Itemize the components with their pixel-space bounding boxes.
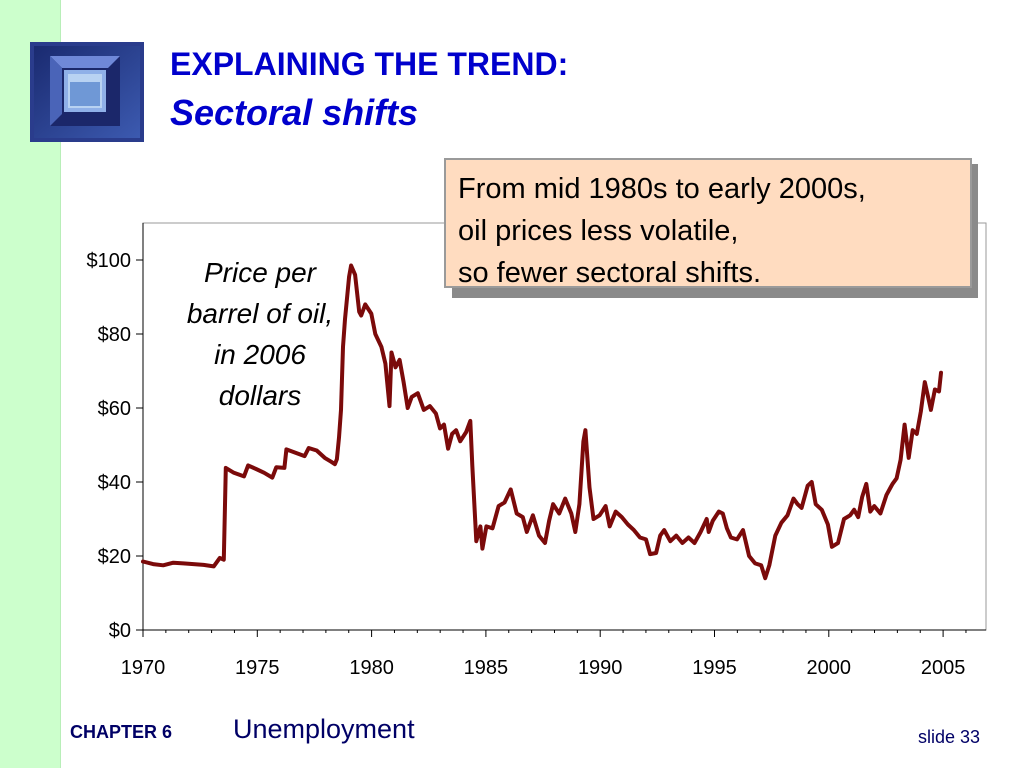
footer-chapter-title: Unemployment	[233, 714, 415, 744]
callout-line-3: so fewer sectoral shifts.	[458, 257, 761, 289]
x-tick-label: 1980	[349, 657, 394, 679]
callout-box: From mid 1980s to early 2000s, oil price…	[444, 158, 972, 289]
callout-line-1: From mid 1980s to early 2000s,	[458, 173, 866, 205]
chart-note-line-2: barrel of oil,	[186, 298, 334, 329]
chart-note-line-3: in 2006	[214, 339, 306, 370]
x-tick-label: 1995	[692, 657, 737, 679]
slide-title-line1: EXPLAINING THE TREND:	[170, 46, 569, 82]
x-tick-label: 2000	[807, 657, 852, 679]
callout-line-2: oil prices less volatile,	[458, 215, 739, 247]
chart-note: Price per barrel of oil, in 2006 dollars	[162, 252, 358, 416]
x-tick-label: 2005	[921, 657, 966, 679]
slide-number: slide 33	[918, 727, 981, 747]
x-tick-label: 1970	[121, 657, 166, 679]
y-tick-label: $20	[98, 546, 131, 568]
y-tick-label: $40	[98, 472, 131, 494]
x-tick-label: 1985	[464, 657, 509, 679]
chart-note-line-4: dollars	[218, 380, 302, 411]
oil-price-line	[141, 263, 943, 581]
y-tick-label: $60	[98, 398, 131, 420]
y-tick-label: $0	[109, 620, 131, 642]
slide-title-line2: Sectoral shifts	[170, 92, 419, 133]
x-tick-label: 1975	[235, 657, 280, 679]
slide-logo-image	[30, 42, 144, 142]
y-tick-label: $100	[87, 250, 132, 272]
chart-note-line-1: Price per	[203, 257, 317, 288]
y-tick-label: $80	[98, 324, 131, 346]
footer-chapter-label: CHAPTER 6	[70, 722, 173, 742]
x-tick-label: 1990	[578, 657, 623, 679]
